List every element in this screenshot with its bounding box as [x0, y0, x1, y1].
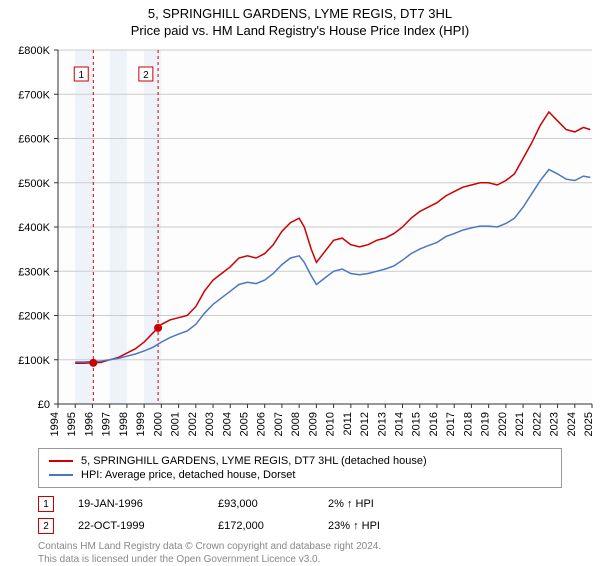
legend-item: 5, SPRINGHILL GARDENS, LYME REGIS, DT7 3…: [49, 455, 551, 467]
svg-text:1996: 1996: [83, 412, 95, 436]
svg-text:2009: 2009: [307, 412, 319, 436]
chart-plot: £0 £100K £200K £300K £400K £500K £600K £700K £80…: [0, 42, 600, 442]
svg-text:2016: 2016: [428, 412, 440, 436]
svg-text:2000: 2000: [152, 412, 164, 436]
svg-text:2008: 2008: [290, 412, 302, 436]
svg-text:2002: 2002: [187, 412, 199, 436]
legend-swatch: [49, 460, 73, 462]
svg-text:2017: 2017: [445, 412, 457, 436]
chart-title-subtitle: Price paid vs. HM Land Registry's House …: [0, 23, 600, 38]
svg-text:2006: 2006: [256, 412, 268, 436]
svg-text:2013: 2013: [376, 412, 388, 436]
svg-text:£100K: £100K: [18, 355, 50, 367]
svg-text:2023: 2023: [549, 412, 561, 436]
svg-text:£200K: £200K: [18, 311, 50, 323]
chart-svg: £0 £100K £200K £300K £400K £500K £600K £700K £80…: [0, 42, 600, 442]
svg-text:1994: 1994: [49, 412, 61, 436]
legend-item: HPI: Average price, detached house, Dors…: [49, 469, 551, 481]
svg-text:2019: 2019: [480, 412, 492, 436]
svg-text:1997: 1997: [101, 412, 113, 436]
sale-marker-price: £172,000: [218, 520, 328, 532]
chart-title-address: 5, SPRINGHILL GARDENS, LYME REGIS, DT7 3…: [0, 6, 600, 21]
svg-text:£500K: £500K: [18, 178, 50, 190]
footer-line1: Contains HM Land Registry data © Crown c…: [38, 540, 562, 553]
sale-marker-row: 2 22-OCT-1999£172,00023% ↑ HPI: [38, 518, 562, 534]
svg-text:2025: 2025: [583, 412, 595, 436]
sale-marker-hpi: 2% ↑ HPI: [328, 498, 374, 510]
svg-text:2001: 2001: [170, 412, 182, 436]
chart-container: 5, SPRINGHILL GARDENS, LYME REGIS, DT7 3…: [0, 6, 600, 566]
svg-text:1999: 1999: [135, 412, 147, 436]
sale-marker-number: 2: [38, 518, 54, 534]
sale-marker-hpi: 23% ↑ HPI: [328, 520, 380, 532]
svg-text:2020: 2020: [497, 412, 509, 436]
legend: 5, SPRINGHILL GARDENS, LYME REGIS, DT7 3…: [38, 448, 562, 488]
svg-text:2015: 2015: [411, 412, 423, 436]
sale-marker-number: 1: [38, 496, 54, 512]
legend-label: HPI: Average price, detached house, Dors…: [81, 469, 295, 481]
svg-text:2018: 2018: [462, 412, 474, 436]
sale-marker-date: 19-JAN-1996: [78, 498, 218, 510]
svg-text:2021: 2021: [514, 412, 526, 436]
svg-text:2014: 2014: [394, 412, 406, 436]
svg-text:£800K: £800K: [18, 45, 50, 57]
sale-marker-price: £93,000: [218, 498, 328, 510]
legend-label: 5, SPRINGHILL GARDENS, LYME REGIS, DT7 3…: [81, 455, 427, 467]
svg-text:2005: 2005: [238, 412, 250, 436]
svg-text:1998: 1998: [118, 412, 130, 436]
legend-swatch: [49, 474, 73, 476]
svg-text:£300K: £300K: [18, 266, 50, 278]
footer: Contains HM Land Registry data © Crown c…: [38, 540, 562, 566]
svg-text:£700K: £700K: [18, 89, 50, 101]
svg-text:£600K: £600K: [18, 134, 50, 146]
svg-text:2: 2: [143, 70, 149, 81]
svg-text:1: 1: [78, 70, 84, 81]
svg-text:2004: 2004: [221, 412, 233, 436]
svg-text:2022: 2022: [531, 412, 543, 436]
sale-marker-row: 1 19-JAN-1996£93,0002% ↑ HPI: [38, 496, 562, 512]
svg-text:2011: 2011: [342, 412, 354, 436]
svg-text:2007: 2007: [273, 412, 285, 436]
sale-marker-date: 22-OCT-1999: [78, 520, 218, 532]
svg-text:£0: £0: [38, 399, 50, 411]
svg-text:2003: 2003: [204, 412, 216, 436]
svg-text:2012: 2012: [359, 412, 371, 436]
svg-text:2024: 2024: [566, 412, 578, 436]
svg-text:1995: 1995: [66, 412, 78, 436]
sale-markers-table: 1 19-JAN-1996£93,0002% ↑ HPI 2 22-OCT-1999£…: [38, 496, 562, 534]
svg-text:2010: 2010: [325, 412, 337, 436]
svg-text:£400K: £400K: [18, 222, 50, 234]
